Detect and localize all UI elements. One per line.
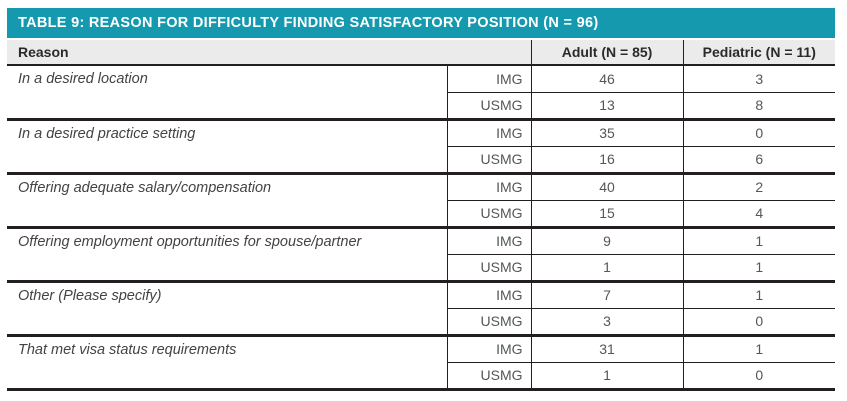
type-cell-img: IMG bbox=[446, 335, 532, 363]
type-cell-img: IMG bbox=[446, 227, 532, 255]
value-cell-adult: 3 bbox=[531, 308, 684, 337]
value-cell-pediatric: 4 bbox=[683, 200, 836, 229]
reason-cell: Offering employment opportunities for sp… bbox=[7, 227, 447, 283]
reason-cell: Other (Please specify) bbox=[7, 281, 447, 337]
value-cell-pediatric: 1 bbox=[683, 335, 836, 363]
value-cell-adult: 35 bbox=[531, 119, 684, 147]
type-cell-usmg: USMG bbox=[446, 200, 532, 229]
value-cell-adult: 31 bbox=[531, 335, 684, 363]
value-cell-pediatric: 2 bbox=[683, 173, 836, 201]
type-cell-img: IMG bbox=[446, 119, 532, 147]
table-row: That met visa status requirements IMG 31… bbox=[7, 335, 836, 391]
reasons-table: Reason Adult (N = 85) Pediatric (N = 11)… bbox=[7, 40, 836, 391]
value-cell-adult: 15 bbox=[531, 200, 684, 229]
table-row: USMG 3 0 bbox=[7, 308, 836, 337]
value-cell-pediatric: 6 bbox=[683, 146, 836, 175]
table-row: In a desired location IMG 46 3 bbox=[7, 65, 836, 121]
column-header-adult: Adult (N = 85) bbox=[530, 40, 684, 66]
reason-cell: Offering adequate salary/compensation bbox=[7, 173, 447, 229]
reason-cell: In a desired practice setting bbox=[7, 119, 447, 175]
value-cell-adult: 13 bbox=[531, 92, 684, 121]
table-row: USMG 16 6 bbox=[7, 146, 836, 175]
value-cell-adult: 7 bbox=[531, 281, 684, 309]
table-row: Offering adequate salary/compensation IM… bbox=[7, 173, 836, 229]
value-cell-pediatric: 1 bbox=[683, 227, 836, 255]
type-cell-usmg: USMG bbox=[446, 92, 532, 121]
table-row: USMG 15 4 bbox=[7, 200, 836, 229]
value-cell-pediatric: 1 bbox=[683, 281, 836, 309]
value-cell-pediatric: 0 bbox=[683, 119, 836, 147]
value-cell-pediatric: 1 bbox=[683, 254, 836, 283]
type-cell-img: IMG bbox=[446, 65, 532, 93]
reason-cell: In a desired location bbox=[7, 65, 447, 121]
value-cell-adult: 16 bbox=[531, 146, 684, 175]
value-cell-adult: 1 bbox=[531, 254, 684, 283]
value-cell-pediatric: 0 bbox=[683, 362, 836, 391]
reason-cell: That met visa status requirements bbox=[7, 335, 447, 391]
type-cell-usmg: USMG bbox=[446, 362, 532, 391]
table-row: USMG 1 1 bbox=[7, 254, 836, 283]
table-title-bar: TABLE 9: REASON FOR DIFFICULTY FINDING S… bbox=[7, 8, 835, 38]
type-cell-img: IMG bbox=[446, 281, 532, 309]
table-row: Other (Please specify) IMG 7 1 bbox=[7, 281, 836, 337]
table-row: In a desired practice setting IMG 35 0 bbox=[7, 119, 836, 175]
type-cell-img: IMG bbox=[446, 173, 532, 201]
type-cell-usmg: USMG bbox=[446, 308, 532, 337]
column-header-reason: Reason bbox=[7, 40, 532, 66]
value-cell-adult: 40 bbox=[531, 173, 684, 201]
value-cell-pediatric: 0 bbox=[683, 308, 836, 337]
value-cell-adult: 9 bbox=[531, 227, 684, 255]
column-header-pediatric: Pediatric (N = 11) bbox=[683, 40, 836, 66]
table-row: USMG 1 0 bbox=[7, 362, 836, 391]
type-cell-usmg: USMG bbox=[446, 254, 532, 283]
value-cell-pediatric: 3 bbox=[683, 65, 836, 93]
value-cell-adult: 1 bbox=[531, 362, 684, 391]
value-cell-adult: 46 bbox=[531, 65, 684, 93]
value-cell-pediatric: 8 bbox=[683, 92, 836, 121]
table-row: Offering employment opportunities for sp… bbox=[7, 227, 836, 283]
table-title: TABLE 9: REASON FOR DIFFICULTY FINDING S… bbox=[18, 15, 599, 31]
table-row: USMG 13 8 bbox=[7, 92, 836, 121]
type-cell-usmg: USMG bbox=[446, 146, 532, 175]
table-header-row: Reason Adult (N = 85) Pediatric (N = 11) bbox=[7, 40, 836, 66]
